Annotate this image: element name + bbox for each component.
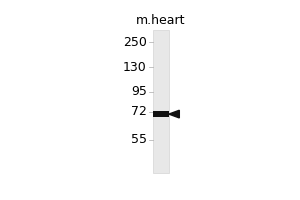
Text: 250: 250	[123, 36, 147, 49]
Text: 95: 95	[131, 85, 147, 98]
Text: 72: 72	[131, 105, 147, 118]
Text: m.heart: m.heart	[136, 14, 185, 27]
Bar	[153, 30, 169, 173]
Text: 55: 55	[131, 133, 147, 146]
Bar	[153, 111, 169, 117]
Text: 130: 130	[123, 61, 147, 74]
Polygon shape	[169, 110, 179, 118]
